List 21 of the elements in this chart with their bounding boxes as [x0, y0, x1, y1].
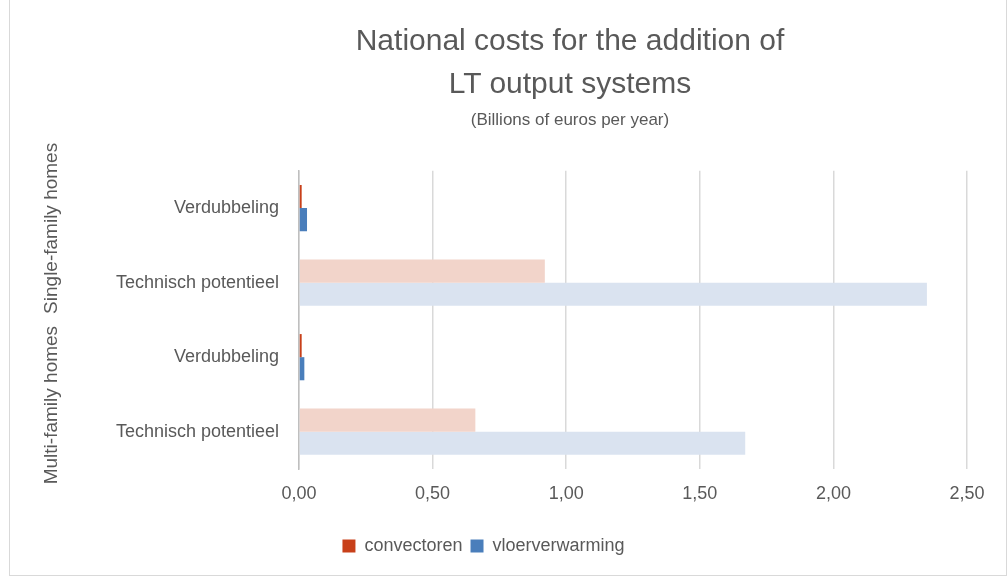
x-tick-label: 1,50: [682, 482, 718, 503]
y-tick-label: Technisch potentieel: [115, 420, 279, 441]
text: Multi-family homes: [40, 325, 62, 485]
text: Single-family homes: [40, 142, 62, 314]
x-tick-label: 0,00: [281, 482, 317, 503]
bar: [299, 259, 545, 283]
chart-subtitle: (Billions of euros per year): [469, 110, 671, 130]
y-tick-label: Technisch potentieel: [115, 271, 279, 292]
x-tick-label: 2,00: [815, 482, 851, 503]
x-tick-label: 0,50: [415, 482, 451, 503]
bar: [299, 208, 308, 232]
legend-label: convectoren: [364, 534, 463, 555]
bar: [299, 282, 927, 306]
y-tick-label: Verdubbeling: [173, 346, 279, 367]
legend-label: vloerverwarming: [492, 534, 625, 555]
bar: [299, 431, 746, 455]
x-tick-label: 2,50: [949, 482, 985, 503]
x-tick-label: 1,00: [548, 482, 584, 503]
y-tick-label: Verdubbeling: [173, 197, 279, 218]
chart-title: National costs for the addition of LT output systems: [354, 22, 786, 101]
bar: [299, 408, 476, 432]
